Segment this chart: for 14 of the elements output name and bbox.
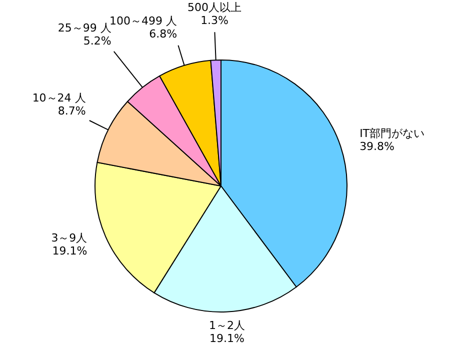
slice-label: 3～9人 xyxy=(51,231,88,244)
data-label: 5.2% xyxy=(83,34,112,48)
data-label: 19.1% xyxy=(52,244,88,258)
slice-label: 1～2人 xyxy=(208,318,245,332)
data-label: 19.1% xyxy=(209,332,244,345)
data-label: 8.7% xyxy=(58,104,86,118)
slice-label: 10～24 人 xyxy=(32,92,86,105)
slice-label: IT部門がない xyxy=(360,127,425,140)
data-label: 1.3% xyxy=(200,14,229,28)
data-label: 6.8% xyxy=(149,28,178,41)
data-label: 39.8% xyxy=(360,140,395,154)
slice-label: 100～499 人 xyxy=(110,14,178,28)
slice-label: 500人以上 xyxy=(188,1,242,14)
slice-label: 25～99 人 xyxy=(58,21,112,34)
